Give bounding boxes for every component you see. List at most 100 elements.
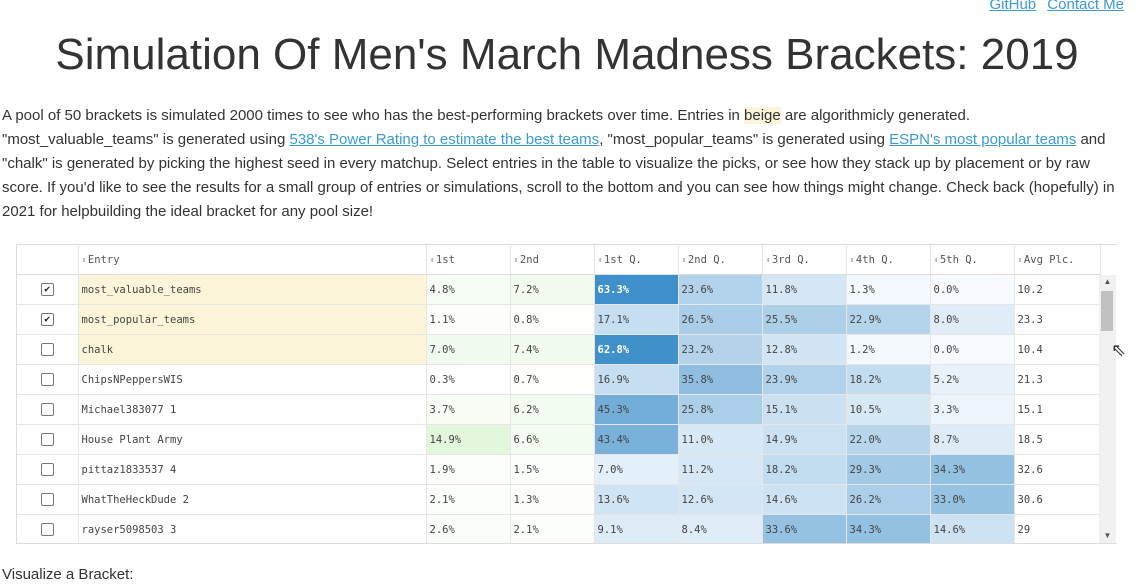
table-row[interactable]: House Plant Army 14.9% 6.6% 43.4% 11.0% 14.9%… bbox=[17, 424, 1101, 455]
stat-cell-5th-q-: 8.0% bbox=[930, 304, 1015, 335]
column-header-label: 3rd Q. bbox=[771, 253, 810, 266]
stat-cell-1st-q-: 7.0% bbox=[594, 454, 679, 485]
sort-icon: ⬍ bbox=[429, 255, 435, 266]
contact-link[interactable]: Contact Me bbox=[1047, 0, 1124, 13]
column-header-1[interactable]: ⬍1st bbox=[426, 245, 511, 275]
stat-cell-3rd-q-: 14.9% bbox=[762, 424, 847, 455]
stat-cell-4th-q-: 29.3% bbox=[846, 454, 931, 485]
column-header-3[interactable]: ⬍1st Q. bbox=[594, 245, 679, 275]
row-checkbox[interactable]: ✔ bbox=[40, 313, 54, 326]
stat-cell-3rd-q-: 25.5% bbox=[762, 304, 847, 335]
stat-cell-3rd-q-: 15.1% bbox=[762, 394, 847, 425]
row-checkbox[interactable] bbox=[40, 523, 54, 536]
select-column-header bbox=[17, 245, 79, 275]
stat-cell-avg-plc-: 29 bbox=[1014, 514, 1101, 543]
stat-cell-avg-plc-: 18.5 bbox=[1014, 424, 1101, 455]
sort-icon: ⬍ bbox=[849, 255, 855, 266]
stat-cell-2nd-q-: 12.6% bbox=[678, 484, 763, 515]
stat-cell-1st-q-: 9.1% bbox=[594, 514, 679, 543]
row-select-cell bbox=[17, 454, 79, 485]
row-checkbox[interactable]: ✔ bbox=[40, 283, 54, 296]
stat-cell-2nd-q-: 35.8% bbox=[678, 364, 763, 395]
stat-cell-avg-plc-: 15.1 bbox=[1014, 394, 1101, 425]
row-select-cell bbox=[17, 394, 79, 425]
stat-cell-1st-q-: 16.9% bbox=[594, 364, 679, 395]
stat-cell-2nd: 6.6% bbox=[510, 424, 595, 455]
results-table-container[interactable]: ⬍Entry ⬍1st ⬍2nd ⬍1st Q. ⬍2nd Q. ⬍3rd Q. ⬍4th … bbox=[16, 244, 1117, 544]
table-row[interactable]: chalk 7.0% 7.4% 62.8% 23.2% 12.8% 1.2% 0.0% 10.4 bbox=[17, 334, 1101, 365]
stat-cell-1st: 14.9% bbox=[426, 424, 511, 455]
stat-cell-3rd-q-: 11.8% bbox=[762, 274, 847, 305]
row-checkbox[interactable] bbox=[40, 373, 54, 386]
stat-cell-2nd: 1.3% bbox=[510, 484, 595, 515]
power-rating-link[interactable]: 538's Power Rating to estimate the best … bbox=[289, 131, 600, 148]
stat-cell-5th-q-: 34.3% bbox=[930, 454, 1015, 485]
stat-cell-3rd-q-: 23.9% bbox=[762, 364, 847, 395]
table-row[interactable]: ✔ most_popular_teams 1.1% 0.8% 17.1% 26.5% 25.… bbox=[17, 304, 1101, 335]
stat-cell-avg-plc-: 10.4 bbox=[1014, 334, 1101, 365]
scroll-down-icon[interactable]: ▼ bbox=[1103, 531, 1112, 540]
column-header-8[interactable]: ⬍Avg Plc. bbox=[1014, 245, 1101, 275]
stat-cell-avg-plc-: 10.2 bbox=[1014, 274, 1101, 305]
table-row[interactable]: WhatTheHeckDude 2 2.1% 1.3% 13.6% 12.6% 14.6%… bbox=[17, 484, 1101, 515]
column-header-6[interactable]: ⬍4th Q. bbox=[846, 245, 931, 275]
stat-cell-4th-q-: 34.3% bbox=[846, 514, 931, 543]
sort-icon: ⬍ bbox=[81, 255, 87, 266]
table-row[interactable]: rayser5098503 3 2.6% 2.1% 9.1% 8.4% 33.6% 34.3… bbox=[17, 514, 1101, 543]
stat-cell-2nd-q-: 26.5% bbox=[678, 304, 763, 335]
stat-cell-1st: 1.9% bbox=[426, 454, 511, 485]
entry-name-cell: ChipsNPeppersWIS bbox=[78, 364, 427, 395]
stat-cell-avg-plc-: 30.6 bbox=[1014, 484, 1101, 515]
stat-cell-1st: 2.1% bbox=[426, 484, 511, 515]
stat-cell-2nd: 2.1% bbox=[510, 514, 595, 543]
stat-cell-4th-q-: 1.2% bbox=[846, 334, 931, 365]
stat-cell-1st-q-: 17.1% bbox=[594, 304, 679, 335]
stat-cell-5th-q-: 8.7% bbox=[930, 424, 1015, 455]
intro-text-4: and "chalk" is generated by picking the … bbox=[2, 131, 1115, 220]
stat-cell-1st-q-: 45.3% bbox=[594, 394, 679, 425]
stat-cell-2nd-q-: 11.0% bbox=[678, 424, 763, 455]
row-checkbox[interactable] bbox=[40, 463, 54, 476]
scroll-up-icon[interactable]: ▲ bbox=[1103, 277, 1112, 286]
table-row[interactable]: pittaz1833537 4 1.9% 1.5% 7.0% 11.2% 18.2% 29.… bbox=[17, 454, 1101, 485]
table-row[interactable]: Michael383077 1 3.7% 6.2% 45.3% 25.8% 15.1% 10… bbox=[17, 394, 1101, 425]
row-select-cell bbox=[17, 514, 79, 543]
row-checkbox[interactable] bbox=[40, 433, 54, 446]
column-header-label: 1st bbox=[435, 253, 455, 266]
github-link[interactable]: GitHub bbox=[989, 0, 1037, 13]
row-checkbox[interactable] bbox=[40, 403, 54, 416]
column-header-label: Avg Plc. bbox=[1023, 253, 1075, 266]
espn-popular-link[interactable]: ESPN's most popular teams bbox=[889, 131, 1077, 148]
column-header-4[interactable]: ⬍2nd Q. bbox=[678, 245, 763, 275]
table-row[interactable]: ✔ most_valuable_teams 4.8% 7.2% 63.3% 23.6% 11… bbox=[17, 274, 1101, 305]
stat-cell-2nd: 0.8% bbox=[510, 304, 595, 335]
column-header-5[interactable]: ⬍3rd Q. bbox=[762, 245, 847, 275]
column-header-0[interactable]: ⬍Entry bbox=[78, 245, 427, 275]
stat-cell-3rd-q-: 33.6% bbox=[762, 514, 847, 543]
row-checkbox[interactable] bbox=[40, 343, 54, 356]
top-links: GitHub Contact Me bbox=[982, 0, 1124, 13]
stat-cell-3rd-q-: 14.6% bbox=[762, 484, 847, 515]
row-checkbox[interactable] bbox=[40, 493, 54, 506]
entry-name-cell: Michael383077 1 bbox=[78, 394, 427, 425]
column-header-label: 2nd bbox=[519, 253, 539, 266]
column-header-label: Entry bbox=[87, 253, 120, 266]
stat-cell-3rd-q-: 18.2% bbox=[762, 454, 847, 485]
table-scrollbar[interactable]: ▲ ▼ bbox=[1099, 275, 1116, 543]
row-select-cell: ✔ bbox=[17, 304, 79, 335]
stat-cell-5th-q-: 0.0% bbox=[930, 334, 1015, 365]
scrollbar-thumb[interactable] bbox=[1101, 291, 1113, 331]
table-body: ✔ most_valuable_teams 4.8% 7.2% 63.3% 23.6% 11… bbox=[17, 274, 1101, 543]
stat-cell-2nd: 0.7% bbox=[510, 364, 595, 395]
table-row[interactable]: ChipsNPeppersWIS 0.3% 0.7% 16.9% 35.8% 23.9% 1… bbox=[17, 364, 1101, 395]
stat-cell-2nd-q-: 23.2% bbox=[678, 334, 763, 365]
stat-cell-2nd: 7.2% bbox=[510, 274, 595, 305]
stat-cell-2nd: 7.4% bbox=[510, 334, 595, 365]
stat-cell-5th-q-: 3.3% bbox=[930, 394, 1015, 425]
column-header-2[interactable]: ⬍2nd bbox=[510, 245, 595, 275]
sort-icon: ⬍ bbox=[513, 255, 519, 266]
column-header-7[interactable]: ⬍5th Q. bbox=[930, 245, 1015, 275]
intro-text-3: , "most_popular_teams" is generated usin… bbox=[599, 131, 890, 148]
stat-cell-5th-q-: 0.0% bbox=[930, 274, 1015, 305]
intro-text-1: A pool of 50 brackets is simulated 2000 … bbox=[2, 107, 745, 124]
